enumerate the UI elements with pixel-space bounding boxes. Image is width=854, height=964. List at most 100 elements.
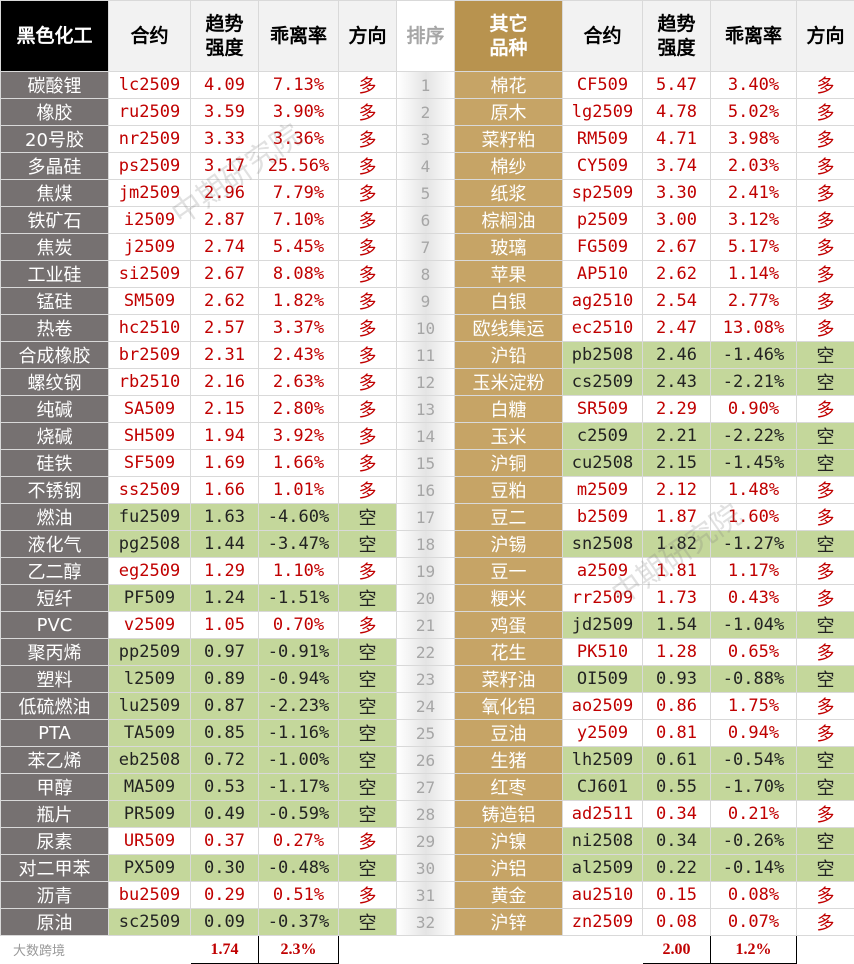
name-cell: 苹果 — [455, 261, 563, 288]
contract-cell: a2509 — [563, 558, 643, 585]
trend-strength-cell: 0.55 — [643, 774, 711, 801]
trend-strength-cell: 0.49 — [191, 801, 259, 828]
deviation-cell: 1.10% — [259, 558, 339, 585]
trend-strength-cell: 1.73 — [643, 585, 711, 612]
contract-cell: pb2508 — [563, 342, 643, 369]
rank-cell: 16 — [397, 477, 455, 504]
name-cell: 白糖 — [455, 396, 563, 423]
header-row: 黑色化工合约趋势 强度乖离率方向排序其它 品种合约趋势 强度乖离率方向 — [1, 1, 854, 72]
direction-cell: 多 — [339, 126, 397, 153]
rank-cell: 26 — [397, 747, 455, 774]
contract-cell: CJ601 — [563, 774, 643, 801]
name-cell: 对二甲苯 — [1, 855, 109, 882]
empty-cell — [455, 936, 563, 964]
direction-cell: 多 — [797, 720, 854, 747]
contract-cell: AP510 — [563, 261, 643, 288]
name-cell: 豆油 — [455, 720, 563, 747]
contract-cell: v2509 — [109, 612, 191, 639]
header-deviation: 乖离率 — [259, 1, 339, 72]
name-cell: 低硫燃油 — [1, 693, 109, 720]
direction-cell: 多 — [797, 99, 854, 126]
deviation-cell: 7.79% — [259, 180, 339, 207]
name-cell: 甲醇 — [1, 774, 109, 801]
name-cell: 不锈钢 — [1, 477, 109, 504]
direction-cell: 多 — [339, 72, 397, 99]
direction-cell: 多 — [797, 153, 854, 180]
name-cell: 豆粕 — [455, 477, 563, 504]
trend-strength-cell: 1.87 — [643, 504, 711, 531]
rank-cell: 7 — [397, 234, 455, 261]
deviation-cell: 0.70% — [259, 612, 339, 639]
direction-cell: 多 — [797, 261, 854, 288]
rank-cell: 30 — [397, 855, 455, 882]
deviation-cell: -0.37% — [259, 909, 339, 936]
direction-cell: 空 — [339, 720, 397, 747]
name-cell: 纯碱 — [1, 396, 109, 423]
contract-cell: bu2509 — [109, 882, 191, 909]
trend-strength-cell: 1.94 — [191, 423, 259, 450]
direction-cell: 多 — [797, 558, 854, 585]
contract-cell: ps2509 — [109, 153, 191, 180]
header-trend-strength: 趋势 强度 — [191, 1, 259, 72]
direction-cell: 多 — [339, 180, 397, 207]
deviation-cell: 0.08% — [711, 882, 797, 909]
contract-cell: PX509 — [109, 855, 191, 882]
direction-cell: 空 — [797, 612, 854, 639]
name-cell: 菜籽油 — [455, 666, 563, 693]
name-cell: 粳米 — [455, 585, 563, 612]
deviation-cell: 2.41% — [711, 180, 797, 207]
trend-strength-cell: 1.66 — [191, 477, 259, 504]
direction-cell: 空 — [797, 342, 854, 369]
name-cell: 红枣 — [455, 774, 563, 801]
direction-cell: 空 — [339, 693, 397, 720]
direction-cell: 多 — [339, 261, 397, 288]
direction-cell: 空 — [339, 531, 397, 558]
trend-strength-cell: 0.87 — [191, 693, 259, 720]
logo: 大数跨境 — [1, 936, 109, 964]
direction-cell: 空 — [797, 423, 854, 450]
direction-cell: 空 — [797, 369, 854, 396]
deviation-cell: -0.48% — [259, 855, 339, 882]
header-direction: 方向 — [797, 1, 854, 72]
contract-cell: al2509 — [563, 855, 643, 882]
trend-strength-cell: 2.46 — [643, 342, 711, 369]
trend-strength-cell: 0.15 — [643, 882, 711, 909]
contract-cell: pp2509 — [109, 639, 191, 666]
direction-cell: 多 — [339, 558, 397, 585]
contract-cell: eg2509 — [109, 558, 191, 585]
name-cell: 沪锌 — [455, 909, 563, 936]
contract-cell: RM509 — [563, 126, 643, 153]
contract-cell: CY509 — [563, 153, 643, 180]
contract-cell: l2509 — [109, 666, 191, 693]
direction-cell: 空 — [339, 909, 397, 936]
trend-strength-cell: 1.82 — [643, 531, 711, 558]
deviation-cell: 0.94% — [711, 720, 797, 747]
rank-cell: 17 — [397, 504, 455, 531]
rank-cell: 12 — [397, 369, 455, 396]
direction-cell: 多 — [339, 207, 397, 234]
deviation-cell: 3.90% — [259, 99, 339, 126]
deviation-cell: -0.54% — [711, 747, 797, 774]
contract-cell: ss2509 — [109, 477, 191, 504]
contract-cell: y2509 — [563, 720, 643, 747]
trend-strength-cell: 2.12 — [643, 477, 711, 504]
name-cell: 氧化铝 — [455, 693, 563, 720]
name-cell: 工业硅 — [1, 261, 109, 288]
name-cell: 棉花 — [455, 72, 563, 99]
contract-cell: PK510 — [563, 639, 643, 666]
rank-cell: 10 — [397, 315, 455, 342]
trend-strength-cell: 0.22 — [643, 855, 711, 882]
contract-cell: cu2508 — [563, 450, 643, 477]
name-cell: 棕榈油 — [455, 207, 563, 234]
